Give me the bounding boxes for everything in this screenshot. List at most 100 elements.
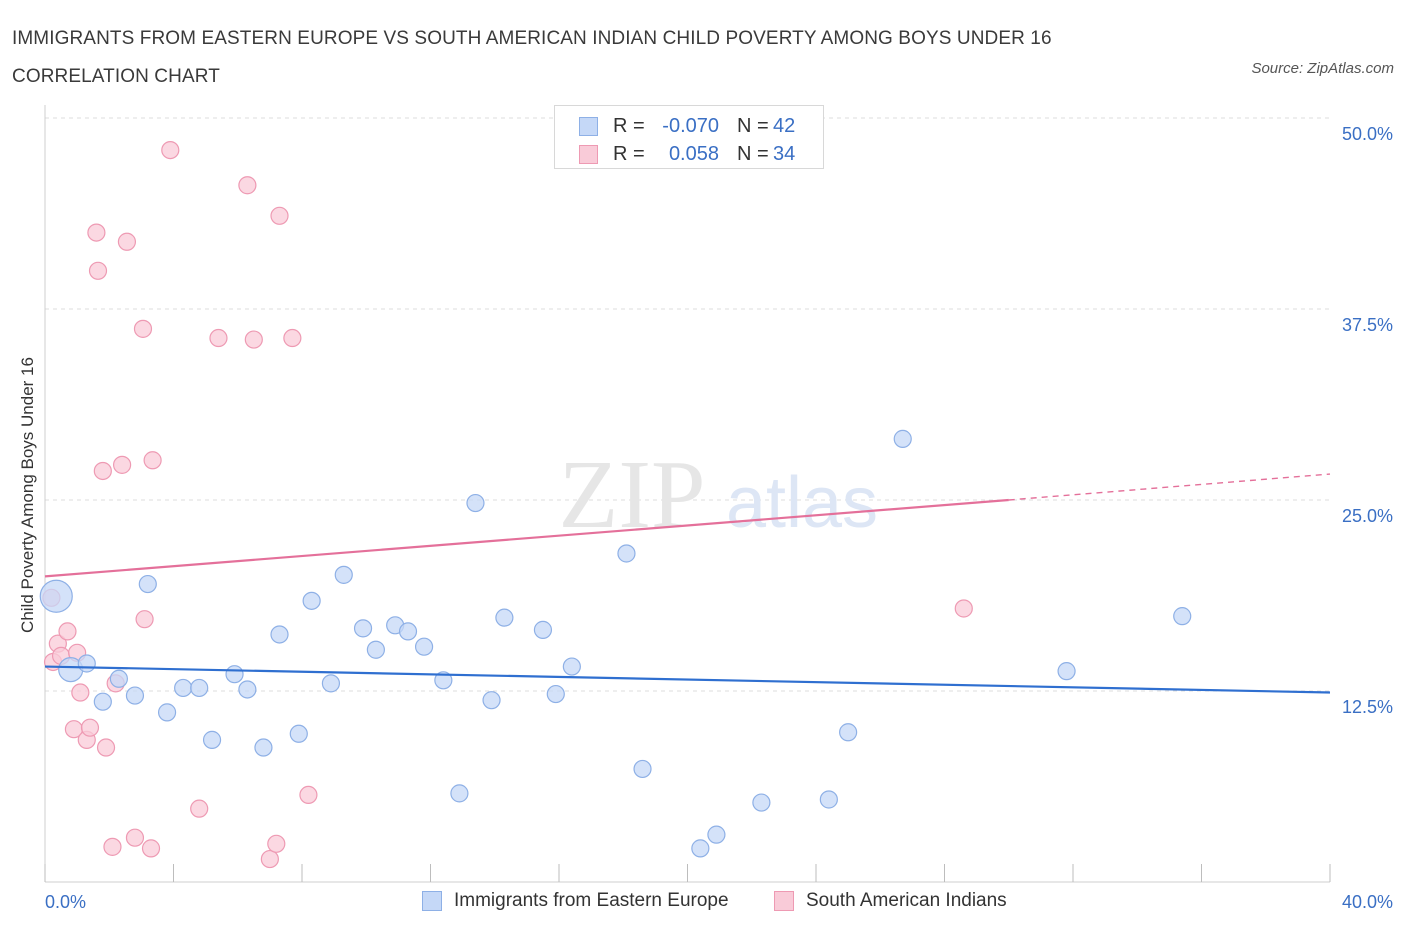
data-point-eastern-europe: [398, 622, 418, 641]
data-point-south-american-indians: [238, 176, 257, 195]
data-point-eastern-europe: [138, 574, 157, 594]
data-point-eastern-europe: [562, 657, 581, 676]
data-point-eastern-europe: [366, 640, 385, 659]
data-point-south-american-indians: [71, 683, 90, 702]
data-point-south-american-indians: [141, 839, 161, 858]
watermark: ZIP atlas: [559, 441, 879, 549]
data-point-eastern-europe: [125, 686, 145, 705]
data-point-eastern-europe: [77, 654, 96, 673]
series-south-american-indians: [42, 140, 973, 869]
data-point-south-american-indians: [112, 455, 132, 474]
data-point-eastern-europe: [289, 724, 308, 743]
data-point-south-american-indians: [117, 232, 137, 251]
tick-labels: 12.5% 25.0% 37.5% 50.0% 0.0% 40.0%: [45, 124, 1393, 912]
legend-label: Immigrants from Eastern Europe: [454, 890, 729, 911]
data-point-eastern-europe: [466, 493, 485, 513]
data-point-south-american-indians: [161, 140, 180, 160]
data-point-eastern-europe: [109, 669, 128, 688]
data-point-eastern-europe: [495, 608, 514, 627]
data-point-south-american-indians: [88, 261, 108, 280]
data-point-south-american-indians: [133, 319, 153, 338]
trend-line-eastern-europe: [44, 665, 1331, 694]
data-point-eastern-europe: [353, 619, 373, 638]
x-tick-label: 40.0%: [1342, 892, 1393, 912]
r-label: R =: [613, 115, 645, 137]
data-point-south-american-indians: [58, 622, 77, 641]
n-value: 42: [773, 115, 796, 137]
axes: [44, 105, 1331, 883]
data-point-eastern-europe: [633, 759, 652, 779]
data-point-south-american-indians: [209, 328, 228, 348]
grid-lines: [45, 117, 1330, 692]
data-point-eastern-europe: [174, 678, 193, 698]
legend-swatch-blue: [579, 117, 598, 136]
data-point-south-american-indians: [299, 785, 318, 805]
data-point-eastern-europe: [157, 703, 177, 722]
data-point-eastern-europe: [414, 637, 434, 656]
r-label: R =: [613, 143, 645, 165]
y-tick-label: 12.5%: [1342, 697, 1393, 717]
trend-line-south-american-indians: [44, 498, 1009, 578]
legend-label: South American Indians: [806, 890, 1007, 911]
r-value: -0.070: [662, 115, 719, 137]
data-point-eastern-europe: [1057, 662, 1076, 681]
data-point-south-american-indians: [283, 328, 302, 348]
data-point-eastern-europe: [839, 723, 858, 742]
data-point-eastern-europe: [321, 674, 341, 693]
watermark-atlas: atlas: [726, 463, 878, 543]
trend-lines: [44, 473, 1331, 694]
data-point-eastern-europe: [546, 684, 565, 704]
y-axis-label-wrap: Child Poverty Among Boys Under 16: [16, 330, 40, 660]
data-point-eastern-europe: [893, 429, 912, 448]
data-point-south-american-indians: [954, 599, 973, 618]
data-point-eastern-europe: [482, 691, 501, 710]
y-tick-label: 50.0%: [1342, 124, 1393, 144]
y-tick-label: 37.5%: [1342, 315, 1393, 335]
correlation-legend: R = -0.070 N = 42 R = 0.058 N = 34: [554, 105, 824, 169]
data-point-eastern-europe: [752, 793, 771, 812]
data-point-eastern-europe: [254, 738, 273, 757]
data-point-south-american-indians: [103, 837, 122, 856]
r-value: 0.058: [668, 143, 719, 165]
data-point-south-american-indians: [80, 718, 100, 737]
y-tick-label: 25.0%: [1342, 506, 1393, 526]
data-point-south-american-indians: [267, 834, 286, 853]
n-label: N =: [737, 115, 769, 137]
legend-swatch-blue: [422, 891, 442, 911]
legend-swatch-pink: [774, 891, 794, 911]
data-point-eastern-europe: [819, 790, 838, 809]
data-point-south-american-indians: [135, 610, 154, 629]
data-point-south-american-indians: [260, 849, 279, 869]
watermark-zip: ZIP: [559, 441, 706, 549]
data-point-south-american-indians: [143, 451, 162, 470]
data-point-eastern-europe: [190, 678, 209, 698]
n-value: 34: [773, 143, 796, 165]
data-point-eastern-europe: [691, 839, 710, 858]
data-point-eastern-europe: [617, 544, 636, 563]
data-point-eastern-europe: [225, 665, 244, 684]
y-axis-label: Child Poverty Among Boys Under 16: [18, 357, 37, 633]
data-point-eastern-europe: [93, 692, 112, 711]
data-point-south-american-indians: [125, 828, 145, 847]
data-point-eastern-europe: [202, 730, 222, 749]
n-label: N =: [737, 143, 769, 165]
data-point-eastern-europe: [302, 591, 321, 610]
legend-swatch-pink: [579, 145, 598, 164]
data-point-south-american-indians: [244, 330, 263, 349]
data-point-south-american-indians: [87, 223, 106, 242]
data-point-eastern-europe: [434, 671, 453, 690]
trend-line-extension: [1008, 473, 1331, 501]
data-point-eastern-europe: [238, 680, 257, 699]
data-point-eastern-europe: [707, 825, 726, 844]
data-point-eastern-europe: [334, 565, 353, 584]
data-point-eastern-europe: [270, 625, 289, 644]
data-point-south-american-indians: [190, 799, 209, 818]
series-eastern-europe: [39, 429, 1192, 858]
data-point-south-american-indians: [93, 461, 112, 481]
data-point-eastern-europe: [533, 620, 553, 639]
x-tick-label: 0.0%: [45, 892, 86, 912]
data-point-eastern-europe: [39, 579, 73, 613]
chart-title: IMMIGRANTS FROM EASTERN EUROPE VS SOUTH …: [12, 28, 1052, 87]
source-label: Source: ZipAtlas.com: [1251, 60, 1394, 77]
